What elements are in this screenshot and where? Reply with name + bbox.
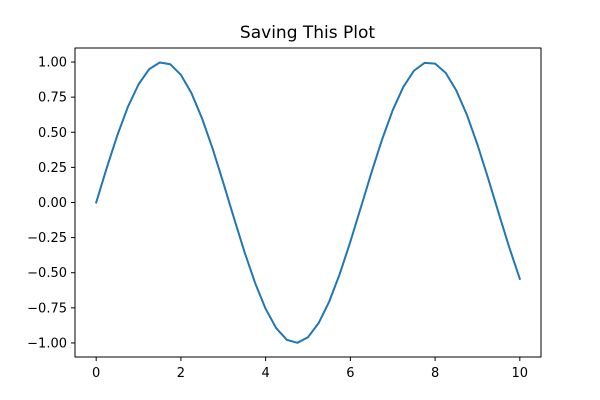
x-tick-label: 4 xyxy=(261,366,269,381)
x-tick-label: 10 xyxy=(512,366,529,381)
series-line-0 xyxy=(94,61,522,344)
plot-frame xyxy=(74,47,542,358)
y-tick-label: 0.75 xyxy=(38,91,67,106)
y-tick-label: −1.00 xyxy=(27,336,67,351)
y-tick-label: −0.25 xyxy=(27,231,67,246)
y-tick-label: −0.75 xyxy=(27,301,67,316)
y-tick-label: 0.25 xyxy=(38,161,67,176)
x-tick-label: 2 xyxy=(177,366,185,381)
x-tick-label: 6 xyxy=(346,366,354,381)
y-tick-label: 0.00 xyxy=(38,196,67,211)
x-tick-label: 0 xyxy=(92,366,100,381)
y-tick-label: 1.00 xyxy=(38,56,67,71)
x-tick-label: 8 xyxy=(431,366,439,381)
chart-title: Saving This Plot xyxy=(239,23,376,43)
axes: 0 2 4 6 8 10 1.00 0.75 0.50 0.25 0.00 −0.25 −0.50 −0.… xyxy=(27,47,542,381)
y-tick-label: −0.50 xyxy=(27,266,67,281)
y-tick-label: 0.50 xyxy=(38,126,67,141)
